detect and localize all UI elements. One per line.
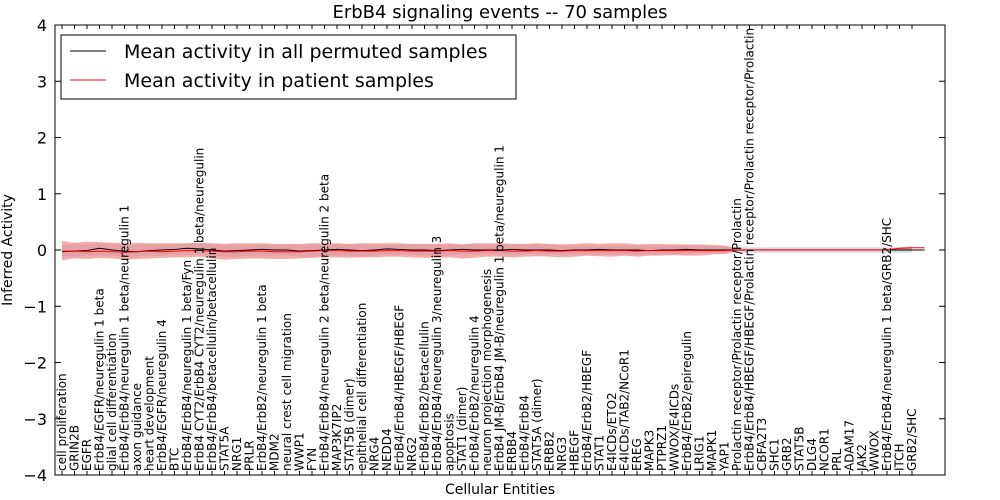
category-label: EGFR	[80, 439, 94, 471]
category-label: ErbB4/ErbB4/neuregulin 1 beta/Fyn	[180, 260, 194, 471]
line-layer	[61, 247, 925, 253]
y-tick-label: 2	[37, 129, 47, 148]
y-tick-label: 1	[37, 185, 47, 204]
category-label: ErbB4/ErbB4/HBEGF/HBEGF	[393, 305, 407, 471]
legend-label-permuted: Mean activity in all permuted samples	[124, 41, 487, 63]
category-label: NEDD4	[380, 428, 394, 471]
category-label: PRLR	[243, 440, 257, 471]
category-label: NRG2	[405, 437, 419, 471]
chart-title: ErbB4 signaling events -- 70 samples	[332, 2, 667, 23]
category-label: MAP3K7IP2	[330, 404, 344, 471]
series-line-patient	[62, 247, 925, 253]
y-tick-label: 3	[37, 72, 47, 91]
category-label: PTPRZ1	[655, 425, 669, 471]
category-label: ERBB2	[543, 431, 557, 471]
category-label: ErbB4/ErbB2/neuregulin 1 beta	[255, 284, 269, 471]
category-label: STAT5B (dimer)	[343, 378, 357, 471]
category-label: E4ICDs/ETO2	[605, 392, 619, 471]
category-label: STAT5A (dimer)	[530, 378, 544, 471]
category-label: axon guidance	[130, 383, 144, 471]
category-label: STAT1 (dimer)	[455, 387, 469, 471]
legend: Mean activity in all permuted samples Me…	[60, 34, 517, 100]
category-label: ErbB4/ErbB2/HBEGF	[580, 350, 594, 471]
legend-box	[60, 34, 517, 100]
category-label: WWOX/E4ICDs	[668, 384, 682, 471]
category-label: cell proliferation	[55, 373, 69, 471]
y-tick-label: 0	[37, 241, 47, 260]
category-label: ERBB4	[505, 431, 519, 471]
y-tick-label: −2	[23, 354, 47, 373]
category-label: ADAM17	[843, 420, 857, 471]
category-label: WWOX	[868, 430, 882, 471]
category-label: ErbB4/ErbB4/neuregulin 2 beta/neuregulin…	[318, 174, 332, 471]
category-label: glial cell differentiation	[105, 333, 119, 471]
category-label: apoptosis	[443, 413, 457, 471]
category-label: ITCH	[893, 443, 907, 471]
category-label: FYN	[305, 448, 319, 471]
category-label: CBFA2T3	[755, 418, 769, 471]
category-label: epithelial cell differentiation	[355, 303, 369, 471]
category-label: STAT5B	[793, 427, 807, 472]
category-label: GRB2	[780, 437, 794, 471]
category-label: LRIG1	[693, 436, 707, 472]
category-label: ErbB4/ErbB2/epiregulin	[680, 331, 694, 471]
category-label: ErbB4/ErbB4/neuregulin 1 beta/GRB2/SHC	[880, 218, 894, 471]
category-label: ErbB4 CYT2/ErbB4 CYT2/neuregulin 1 beta/…	[193, 148, 207, 471]
category-label: ErbB4/EGFR/neuregulin 1 beta	[93, 288, 107, 471]
category-label: YAP1	[718, 442, 732, 472]
category-label: GRIN2B	[68, 425, 82, 471]
category-label: ErbB4/ErbB4/neuregulin 1 beta/neuregulin…	[118, 205, 132, 471]
category-label: BTC	[168, 448, 182, 471]
category-label: WWP1	[293, 432, 307, 471]
y-tick-label: 4	[37, 16, 47, 35]
category-label: heart development	[143, 356, 157, 471]
category-label: neural crest cell migration	[280, 313, 294, 471]
category-label: SHC1	[768, 438, 782, 471]
category-label: GRB2/SHC	[905, 408, 919, 471]
category-label: STAT5A	[218, 426, 232, 471]
category-label: STAT1	[593, 435, 607, 471]
category-label: HBEGF	[568, 430, 582, 471]
category-label: ErbB4/ErbB4/betacellulin/betacellulin	[205, 248, 219, 471]
category-label: MAPK1	[705, 430, 719, 471]
category-label: ErbB4/ErbB4/neuregulin 3/neuregulin 3	[430, 236, 444, 471]
category-label: DLG4	[805, 438, 819, 471]
category-label: JAK2	[855, 444, 869, 472]
category-label: NRG4	[368, 437, 382, 471]
category-label: ErbB4/EGFR/neuregulin 4	[155, 319, 169, 471]
category-label: PRL	[830, 448, 844, 471]
category-label-layer: cell proliferationGRIN2BEGFRErbB4/EGFR/n…	[55, 28, 919, 472]
category-label: NRG3	[555, 437, 569, 471]
category-label: ErbB4/ErbB2/betacellulin	[418, 321, 432, 471]
y-tick-layer: −4 −3 −2 −1 0 1 2 3 4	[23, 16, 945, 485]
category-label: ErbB4/ErbB4/HBEGF/HBEGF/Prolactin recept…	[743, 28, 757, 471]
x-axis-title: Cellular Entities	[445, 482, 555, 498]
category-label: NRG1	[230, 437, 244, 471]
category-label: neuron projection morphogenesis	[480, 269, 494, 471]
category-label: E4ICDs/TAB2/NCoR1	[618, 349, 632, 471]
category-label: ErbB4/ErbB4	[518, 395, 532, 471]
y-tick-label: −3	[23, 410, 47, 429]
y-axis-title: Inferred Activity	[0, 194, 16, 306]
category-label: Prolactin receptor/Prolactin receptor/Pr…	[730, 198, 744, 471]
category-label: ErbB4 JM-B/ErbB4 JM-B/neuregulin 1 beta/…	[493, 145, 507, 471]
category-label: NCOR1	[818, 428, 832, 471]
category-label: ErbB4/ErbB2/neuregulin 4	[468, 315, 482, 471]
category-label: MDM2	[268, 433, 282, 471]
y-tick-label: −4	[23, 466, 47, 485]
category-label: MAPK3	[643, 430, 657, 471]
legend-label-patient: Mean activity in patient samples	[124, 70, 434, 92]
y-tick-label: −1	[23, 297, 47, 316]
category-label: EREG	[630, 438, 644, 471]
